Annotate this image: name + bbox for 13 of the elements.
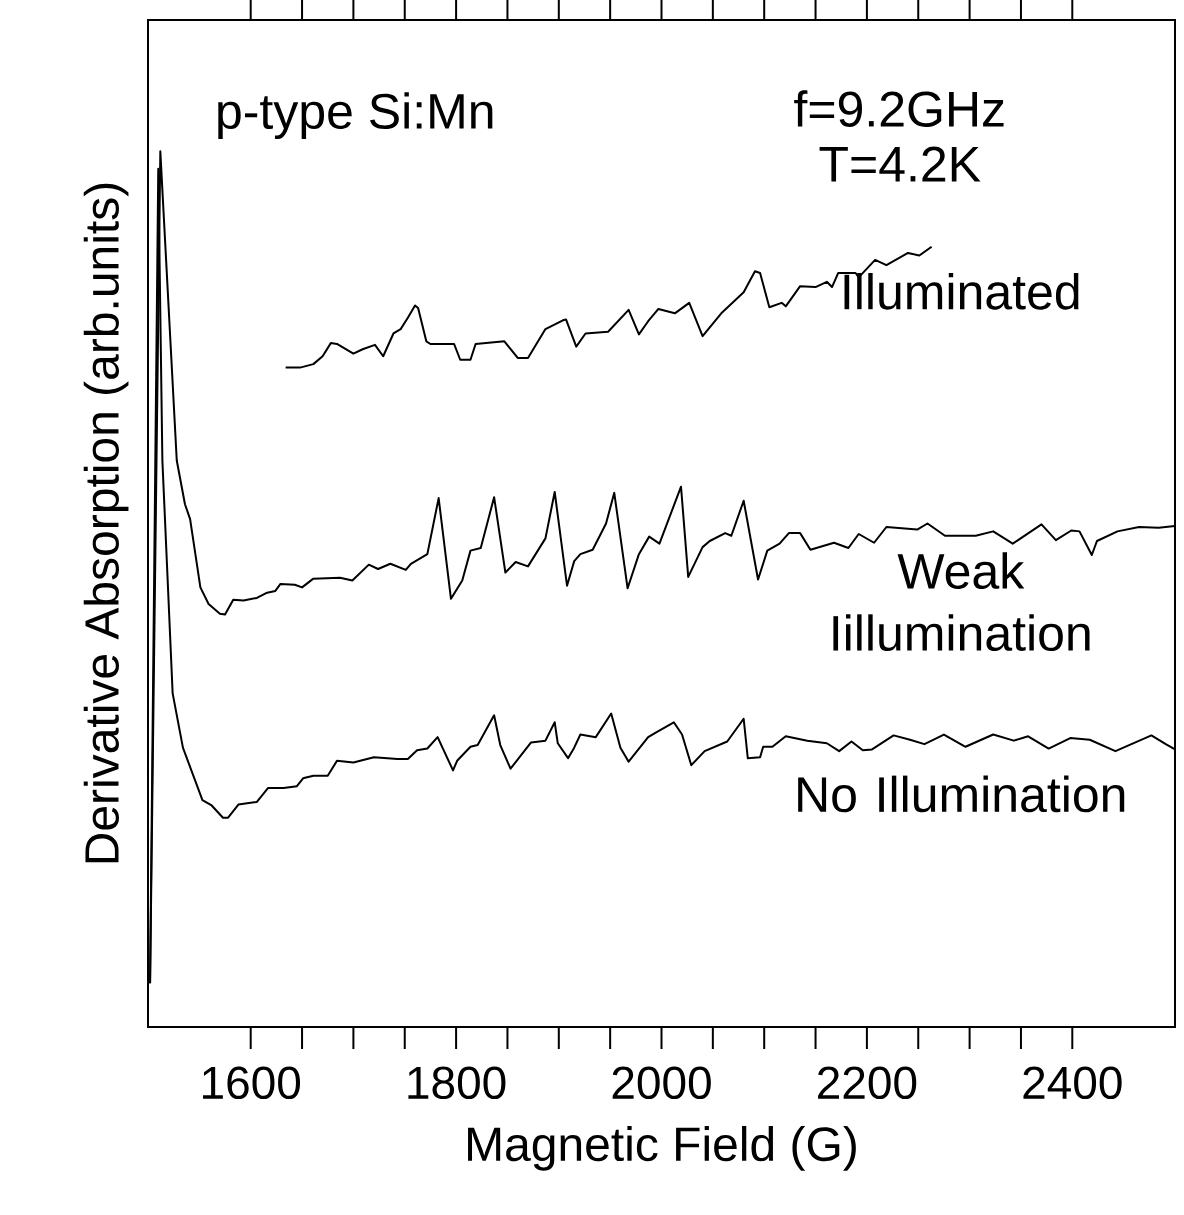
x-tick-label: 2200	[818, 1066, 917, 1100]
x-tick-label: 1800	[408, 1066, 506, 1100]
annotation: T=4.2K	[819, 146, 981, 182]
x-tick-label: 1600	[203, 1066, 301, 1100]
series-label: Weak Iillumination	[833, 552, 1090, 652]
series-label: Illuminated	[844, 272, 1079, 310]
x-axis-title: Magnetic Field (G)	[468, 1125, 856, 1171]
text: f=9.2GHz	[794, 90, 1004, 127]
x-tick-label: 2000	[612, 1066, 711, 1100]
text: p-type Si:Mn	[218, 92, 493, 139]
x-tick-label: 2400	[1023, 1066, 1122, 1100]
y-axis-title: Derivative Absorption (arb.units)	[83, 183, 129, 863]
series-label: No Illumination	[798, 775, 1125, 813]
